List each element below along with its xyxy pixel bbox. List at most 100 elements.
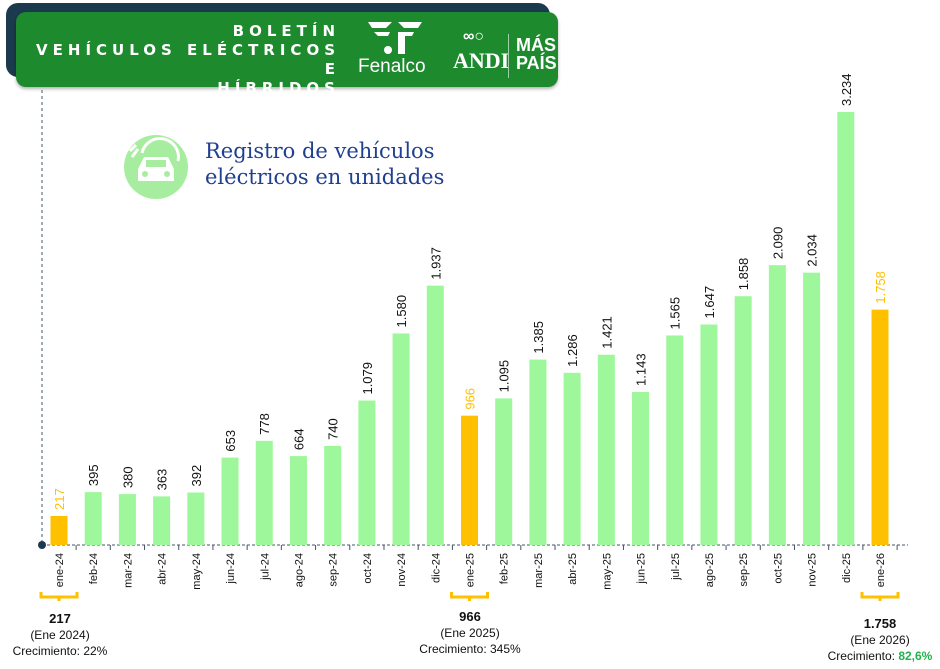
logo-divider — [508, 34, 509, 78]
note-growth: 82,6% — [898, 649, 933, 663]
value-label-jun-24: 653 — [223, 430, 238, 452]
x-tick-label-mar-25: mar-25 — [533, 553, 545, 588]
value-label-ene-25: 966 — [463, 388, 478, 410]
x-tick-label-feb-25: feb-25 — [499, 553, 511, 584]
note-value: 966 — [459, 609, 481, 624]
title-line: HÍBRIDOS — [217, 79, 340, 97]
bar-ene-24 — [50, 515, 68, 545]
value-label-abr-24: 363 — [155, 469, 170, 491]
x-tick-label-jul-24: jul-24 — [259, 553, 271, 581]
chart-subtitle: Registro de vehículos eléctricos en unid… — [205, 138, 444, 190]
electric-car-plug-icon — [124, 135, 188, 199]
subtitle-line: Registro de vehículos — [205, 139, 435, 163]
mas-pais-line: MÁS — [516, 35, 556, 55]
x-tick-label-may-24: may-24 — [191, 553, 203, 590]
bar-nov-25 — [803, 272, 821, 545]
value-label-mar-24: 380 — [120, 466, 135, 488]
x-tick-label-ago-25: ago-25 — [704, 553, 716, 587]
x-tick-label-sep-25: sep-25 — [738, 553, 750, 587]
fenalco-logo: Fenalco — [358, 56, 426, 77]
note-value: 217 — [49, 611, 71, 626]
subtitle-line: eléctricos en unidades — [205, 165, 445, 189]
value-label-mar-25: 1.385 — [531, 321, 546, 354]
x-tick-label-jun-25: jun-25 — [636, 553, 648, 585]
fenalco-logo-icon — [368, 22, 422, 54]
mas-pais-logo: MÁS PAÍS — [516, 36, 557, 72]
value-label-jun-25: 1.143 — [634, 353, 649, 386]
mas-pais-line: PAÍS — [516, 53, 557, 73]
highlight-bracket — [450, 592, 489, 601]
x-tick-label-ene-26: ene-26 — [875, 553, 887, 587]
value-label-oct-24: 1.079 — [360, 362, 375, 395]
bar-abr-25 — [563, 372, 581, 545]
x-tick-label-dic-25: dic-25 — [841, 553, 853, 583]
bar-jul-24 — [255, 440, 273, 545]
note-growth-label: Crecimiento: — [419, 642, 490, 656]
bar-jun-24 — [221, 457, 239, 545]
x-tick-label-abr-24: abr-24 — [157, 553, 169, 585]
x-tick-label-mar-24: mar-24 — [122, 553, 134, 588]
bar-jun-25 — [632, 391, 650, 545]
note-value: 1.758 — [863, 616, 897, 631]
bar-sep-25 — [734, 296, 752, 545]
bar-abr-24 — [153, 496, 171, 545]
x-tick-label-may-25: may-25 — [601, 553, 613, 590]
bar-ago-25 — [700, 324, 718, 545]
x-tick-label-jun-24: jun-24 — [225, 553, 237, 585]
bar-feb-25 — [495, 398, 513, 545]
value-label-sep-24: 740 — [326, 418, 341, 440]
value-label-dic-25: 3.234 — [839, 73, 854, 106]
x-tick-label-feb-24: feb-24 — [88, 553, 100, 584]
bar-may-25 — [597, 354, 615, 545]
value-label-dic-24: 1.937 — [428, 247, 443, 280]
highlight-bracket — [860, 592, 900, 601]
x-tick-label-dic-24: dic-24 — [430, 553, 442, 583]
bar-sep-24 — [324, 445, 342, 545]
bar-ago-24 — [289, 456, 307, 545]
value-label-nov-24: 1.580 — [394, 295, 409, 328]
andi-mark-icon: ∞○ — [463, 28, 485, 45]
title-line: VEHÍCULOS ELÉCTRICOS E — [36, 41, 340, 78]
bar-oct-24 — [358, 400, 376, 545]
bar-ene-26 — [871, 309, 889, 545]
header-banner: BOLETÍN VEHÍCULOS ELÉCTRICOS E HÍBRIDOS … — [16, 12, 558, 97]
value-label-feb-25: 1.095 — [497, 360, 512, 393]
x-tick-label-oct-25: oct-25 — [772, 553, 784, 584]
x-tick-label-abr-25: abr-25 — [567, 553, 579, 585]
bar-mar-24 — [118, 494, 136, 545]
note-ene-2024: 217 (Ene 2024) Crecimiento: 22% — [10, 611, 110, 659]
value-label-may-24: 392 — [189, 465, 204, 487]
value-label-jul-25: 1.565 — [668, 297, 683, 330]
note-growth-label: Crecimiento: — [12, 644, 84, 658]
note-ene-2025: 966 (Ene 2025) Crecimiento: 345% — [410, 609, 530, 657]
x-tick-label-ago-24: ago-24 — [293, 553, 305, 587]
x-tick-label-ene-24: ene-24 — [54, 553, 66, 587]
highlight-bracket — [39, 592, 79, 601]
value-label-ago-25: 1.647 — [702, 286, 717, 319]
value-label-jul-24: 778 — [257, 413, 272, 435]
value-label-ene-24: 217 — [52, 488, 67, 510]
bar-mar-25 — [529, 359, 547, 545]
value-label-oct-25: 2.090 — [770, 227, 785, 260]
bar-oct-25 — [768, 265, 786, 545]
note-period: (Ene 2024) — [30, 628, 90, 642]
bulletin-title: BOLETÍN VEHÍCULOS ELÉCTRICOS E HÍBRIDOS — [16, 22, 340, 98]
value-label-ene-26: 1.758 — [873, 271, 888, 304]
note-growth-label: Crecimiento: — [827, 649, 899, 663]
x-tick-label-oct-24: oct-24 — [362, 553, 374, 584]
bar-dic-25 — [837, 112, 855, 545]
x-tick-label-jul-25: jul-25 — [670, 553, 682, 581]
x-tick-label-ene-25: ene-25 — [465, 553, 477, 587]
bar-ene-25 — [461, 415, 478, 545]
bar-dic-24 — [426, 285, 444, 545]
bar-jul-25 — [666, 335, 684, 545]
value-label-nov-25: 2.034 — [805, 234, 820, 267]
title-line: BOLETÍN — [232, 22, 340, 40]
x-tick-label-nov-24: nov-24 — [396, 553, 408, 587]
value-label-abr-25: 1.286 — [565, 334, 580, 367]
note-ene-2026: 1.758 (Ene 2026) Crecimiento: 82,6% — [820, 616, 940, 664]
note-period: (Ene 2026) — [850, 633, 910, 647]
x-tick-label-sep-24: sep-24 — [328, 553, 340, 587]
value-label-may-25: 1.421 — [599, 316, 614, 349]
